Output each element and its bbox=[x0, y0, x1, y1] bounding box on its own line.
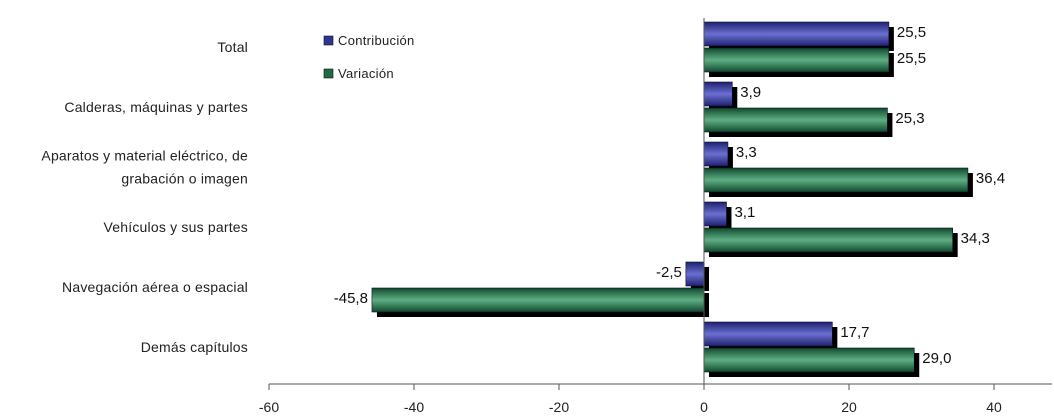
data-label: 29,0 bbox=[922, 350, 951, 367]
data-label: 25,3 bbox=[895, 110, 924, 127]
bar-variacion bbox=[703, 167, 969, 193]
legend-swatch bbox=[323, 68, 334, 79]
bar-variacion bbox=[703, 107, 888, 133]
bar-contribucion bbox=[703, 321, 833, 347]
category-label: Demás capítulos bbox=[141, 339, 248, 355]
x-tick-label: -20 bbox=[549, 399, 569, 415]
x-tick-label: 0 bbox=[700, 399, 708, 415]
category-label: Total bbox=[217, 39, 248, 55]
category-label: Aparatos y material eléctrico, de bbox=[41, 148, 248, 164]
legend: Contribución Variación bbox=[323, 33, 415, 81]
category-label: Vehículos y sus partes bbox=[104, 219, 248, 235]
category-label: Calderas, máquinas y partes bbox=[64, 99, 248, 115]
bar-variacion bbox=[703, 47, 890, 73]
bar-contribucion bbox=[703, 81, 733, 107]
legend-label: Variación bbox=[338, 66, 394, 81]
x-tick-label: 40 bbox=[986, 399, 1002, 415]
data-label: -45,8 bbox=[334, 290, 368, 307]
bar-variacion bbox=[703, 227, 953, 253]
data-label: 3,9 bbox=[740, 84, 761, 101]
data-label: 25,5 bbox=[897, 24, 926, 41]
data-label: 17,7 bbox=[840, 324, 869, 341]
category-label: Navegación aérea o espacial bbox=[62, 279, 248, 295]
data-label: 3,1 bbox=[734, 204, 755, 221]
bar-variacion bbox=[703, 347, 915, 373]
legend-swatch bbox=[323, 35, 334, 46]
bar-contribucion bbox=[703, 21, 890, 47]
bar-contribucion bbox=[703, 141, 729, 167]
x-tick-label: -40 bbox=[404, 399, 424, 415]
data-label: -2,5 bbox=[656, 264, 682, 281]
category-label: grabación o imagen bbox=[121, 171, 248, 187]
x-tick-label: -60 bbox=[259, 399, 279, 415]
x-tick-label: 20 bbox=[841, 399, 857, 415]
data-label: 25,5 bbox=[897, 50, 926, 67]
legend-label: Contribución bbox=[338, 33, 415, 48]
data-label: 34,3 bbox=[961, 230, 990, 247]
bar-contribucion bbox=[703, 201, 727, 227]
data-label: 36,4 bbox=[976, 170, 1005, 187]
data-label: 3,3 bbox=[736, 144, 757, 161]
bar-variacion bbox=[371, 287, 705, 313]
bar-contribucion bbox=[685, 261, 705, 287]
